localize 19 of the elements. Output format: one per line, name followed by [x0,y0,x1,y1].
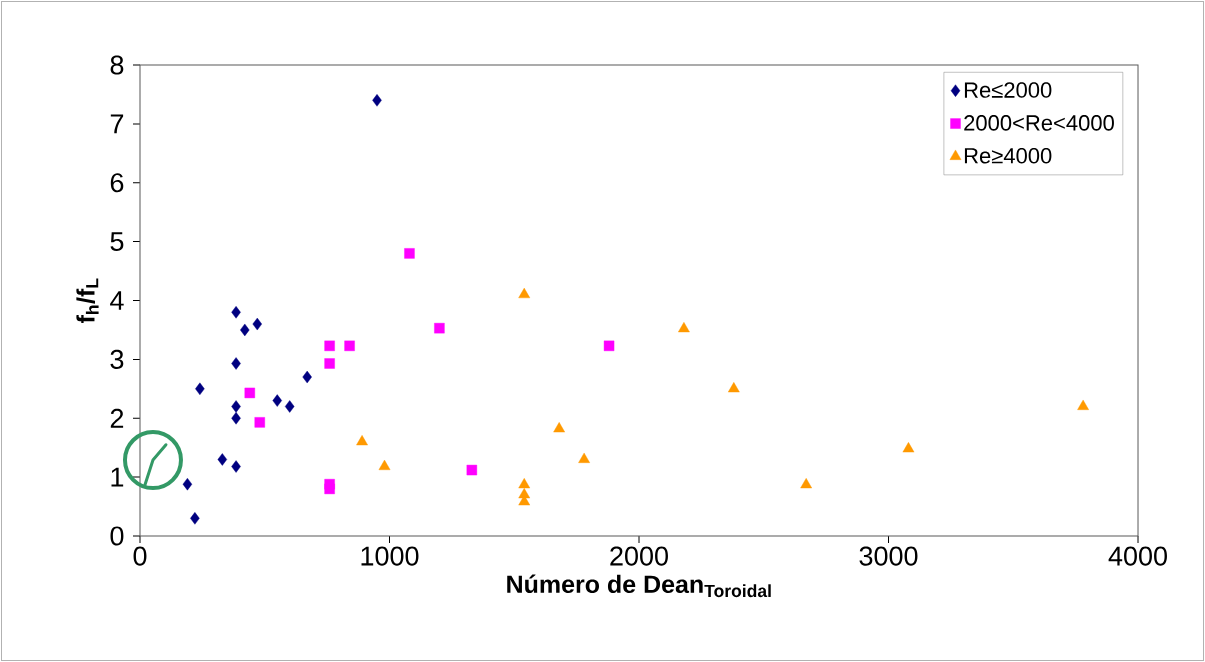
x-tick-label: 3000 [859,546,918,566]
y-tick-label: 8 [110,55,124,75]
x-axis-title: Número de Dean$_{Toroidal}$ [507,574,771,598]
x-tick-label: 1000 [361,546,419,566]
y-tick-label: 3 [110,349,124,369]
y-tick-label: 7 [110,114,124,134]
y-tick-label: 4 [110,291,124,310]
x-tick-label: 0 [133,546,147,566]
y-tick-label: 2 [110,408,124,428]
legend-label: 2000<Re<4000 [964,115,1114,131]
legend-label: Re≥4000 [964,147,1052,164]
legend-label: Re≤2000 [964,82,1052,98]
y-tick-label: 6 [110,173,124,193]
y-tick-label: 5 [110,232,124,252]
y-tick-label: 0 [110,526,124,546]
x-tick-label: 2000 [610,546,668,566]
x-tick-label: 4000 [1108,546,1167,566]
y-axis-title: f$_{h}$/f$_{L}$ [76,278,99,324]
y-tick-label: 1 [111,467,124,487]
